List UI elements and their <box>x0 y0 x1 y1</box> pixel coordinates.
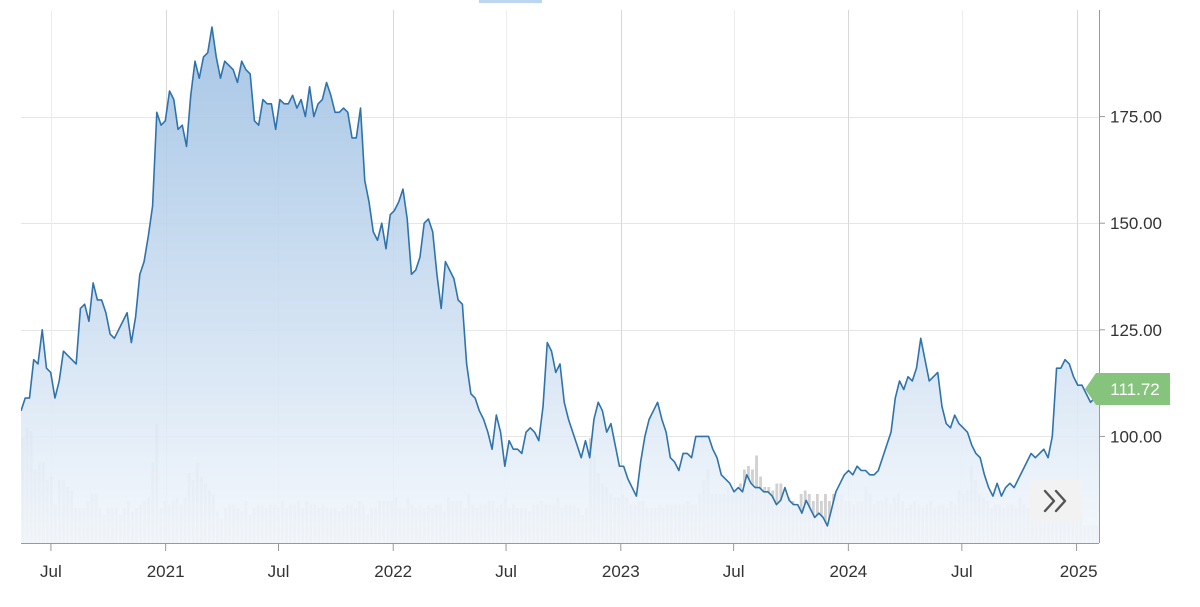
x-tick-label: 2024 <box>829 562 867 581</box>
last-price-badge: 111.72 <box>1085 373 1170 405</box>
x-tick-label: 2023 <box>602 562 640 581</box>
x-tick-label: Jul <box>268 562 290 581</box>
scroll-right-button[interactable] <box>1030 480 1082 522</box>
x-tick-label: Jul <box>40 562 62 581</box>
volume-bar <box>824 494 827 543</box>
range-indicator <box>479 0 542 3</box>
x-tick-label: 2021 <box>147 562 185 581</box>
x-tick-label: Jul <box>495 562 517 581</box>
x-axis-ticks: Jul 2021 Jul 2022 Jul 2023 Jul 2024 Jul 2025 <box>40 543 1098 581</box>
price-line <box>21 26 1099 527</box>
y-tick-label: 175.00 <box>1110 108 1162 127</box>
x-tick-label: Jul <box>723 562 745 581</box>
x-tick-label: 2025 <box>1060 562 1098 581</box>
x-tick-label: Jul <box>951 562 973 581</box>
double-chevron-right-icon <box>1043 489 1067 513</box>
y-tick-label: 150.00 <box>1110 214 1162 233</box>
last-price-label: 111.72 <box>1110 380 1159 399</box>
y-axis-ticks: 100.00 125.00 150.00 175.00 <box>1099 108 1162 446</box>
price-area <box>21 27 1099 543</box>
y-tick-label: 100.00 <box>1110 427 1162 446</box>
y-tick-label: 125.00 <box>1110 321 1162 340</box>
x-tick-label: 2022 <box>374 562 412 581</box>
